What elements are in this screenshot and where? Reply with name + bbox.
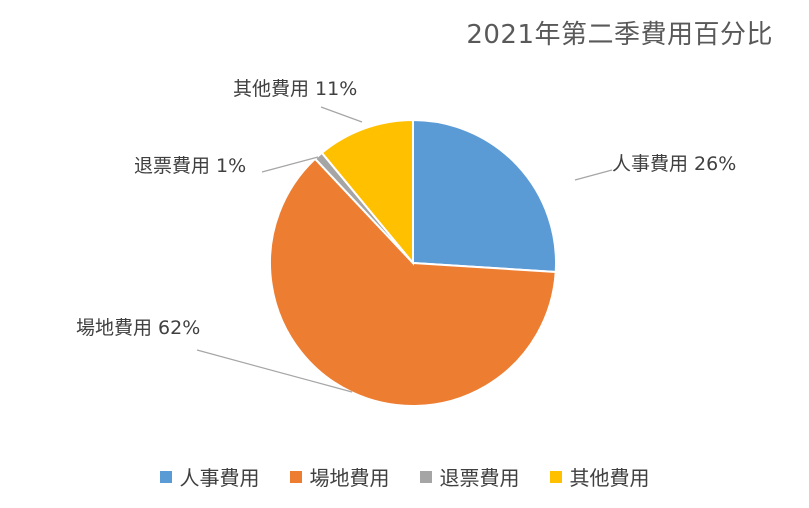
- data-label-other: 其他費用 11%: [233, 78, 357, 100]
- legend-label-other: 其他費用: [569, 466, 650, 490]
- leader-line-other: [320, 106, 363, 123]
- pie-slice-hr: [412, 118, 557, 274]
- pie-slice-venue: [269, 157, 557, 407]
- legend-swatch-venue: [289, 470, 302, 483]
- legend-item-other: 其他費用: [549, 462, 650, 491]
- legend-label-hr: 人事費用: [179, 466, 260, 490]
- legend: 人事費用 場地費用 退票費用 其他費用: [0, 462, 809, 491]
- legend-item-hr: 人事費用: [159, 462, 260, 491]
- legend-item-venue: 場地費用: [289, 462, 390, 491]
- data-label-venue: 場地費用 62%: [76, 317, 200, 339]
- data-label-refund: 退票費用 1%: [134, 155, 246, 177]
- legend-swatch-hr: [159, 470, 172, 483]
- pie-slice-other: [320, 118, 414, 266]
- legend-label-venue: 場地費用: [309, 466, 390, 490]
- leader-line-refund: [261, 156, 319, 173]
- legend-label-refund: 退票費用: [439, 466, 520, 490]
- chart-title: 2021年第二季費用百分比: [466, 20, 773, 50]
- data-label-hr: 人事費用 26%: [612, 153, 736, 175]
- leader-line-hr: [574, 169, 613, 181]
- legend-swatch-other: [549, 470, 562, 483]
- leader-line-venue: [196, 349, 353, 393]
- legend-swatch-refund: [419, 470, 432, 483]
- legend-item-refund: 退票費用: [419, 462, 520, 491]
